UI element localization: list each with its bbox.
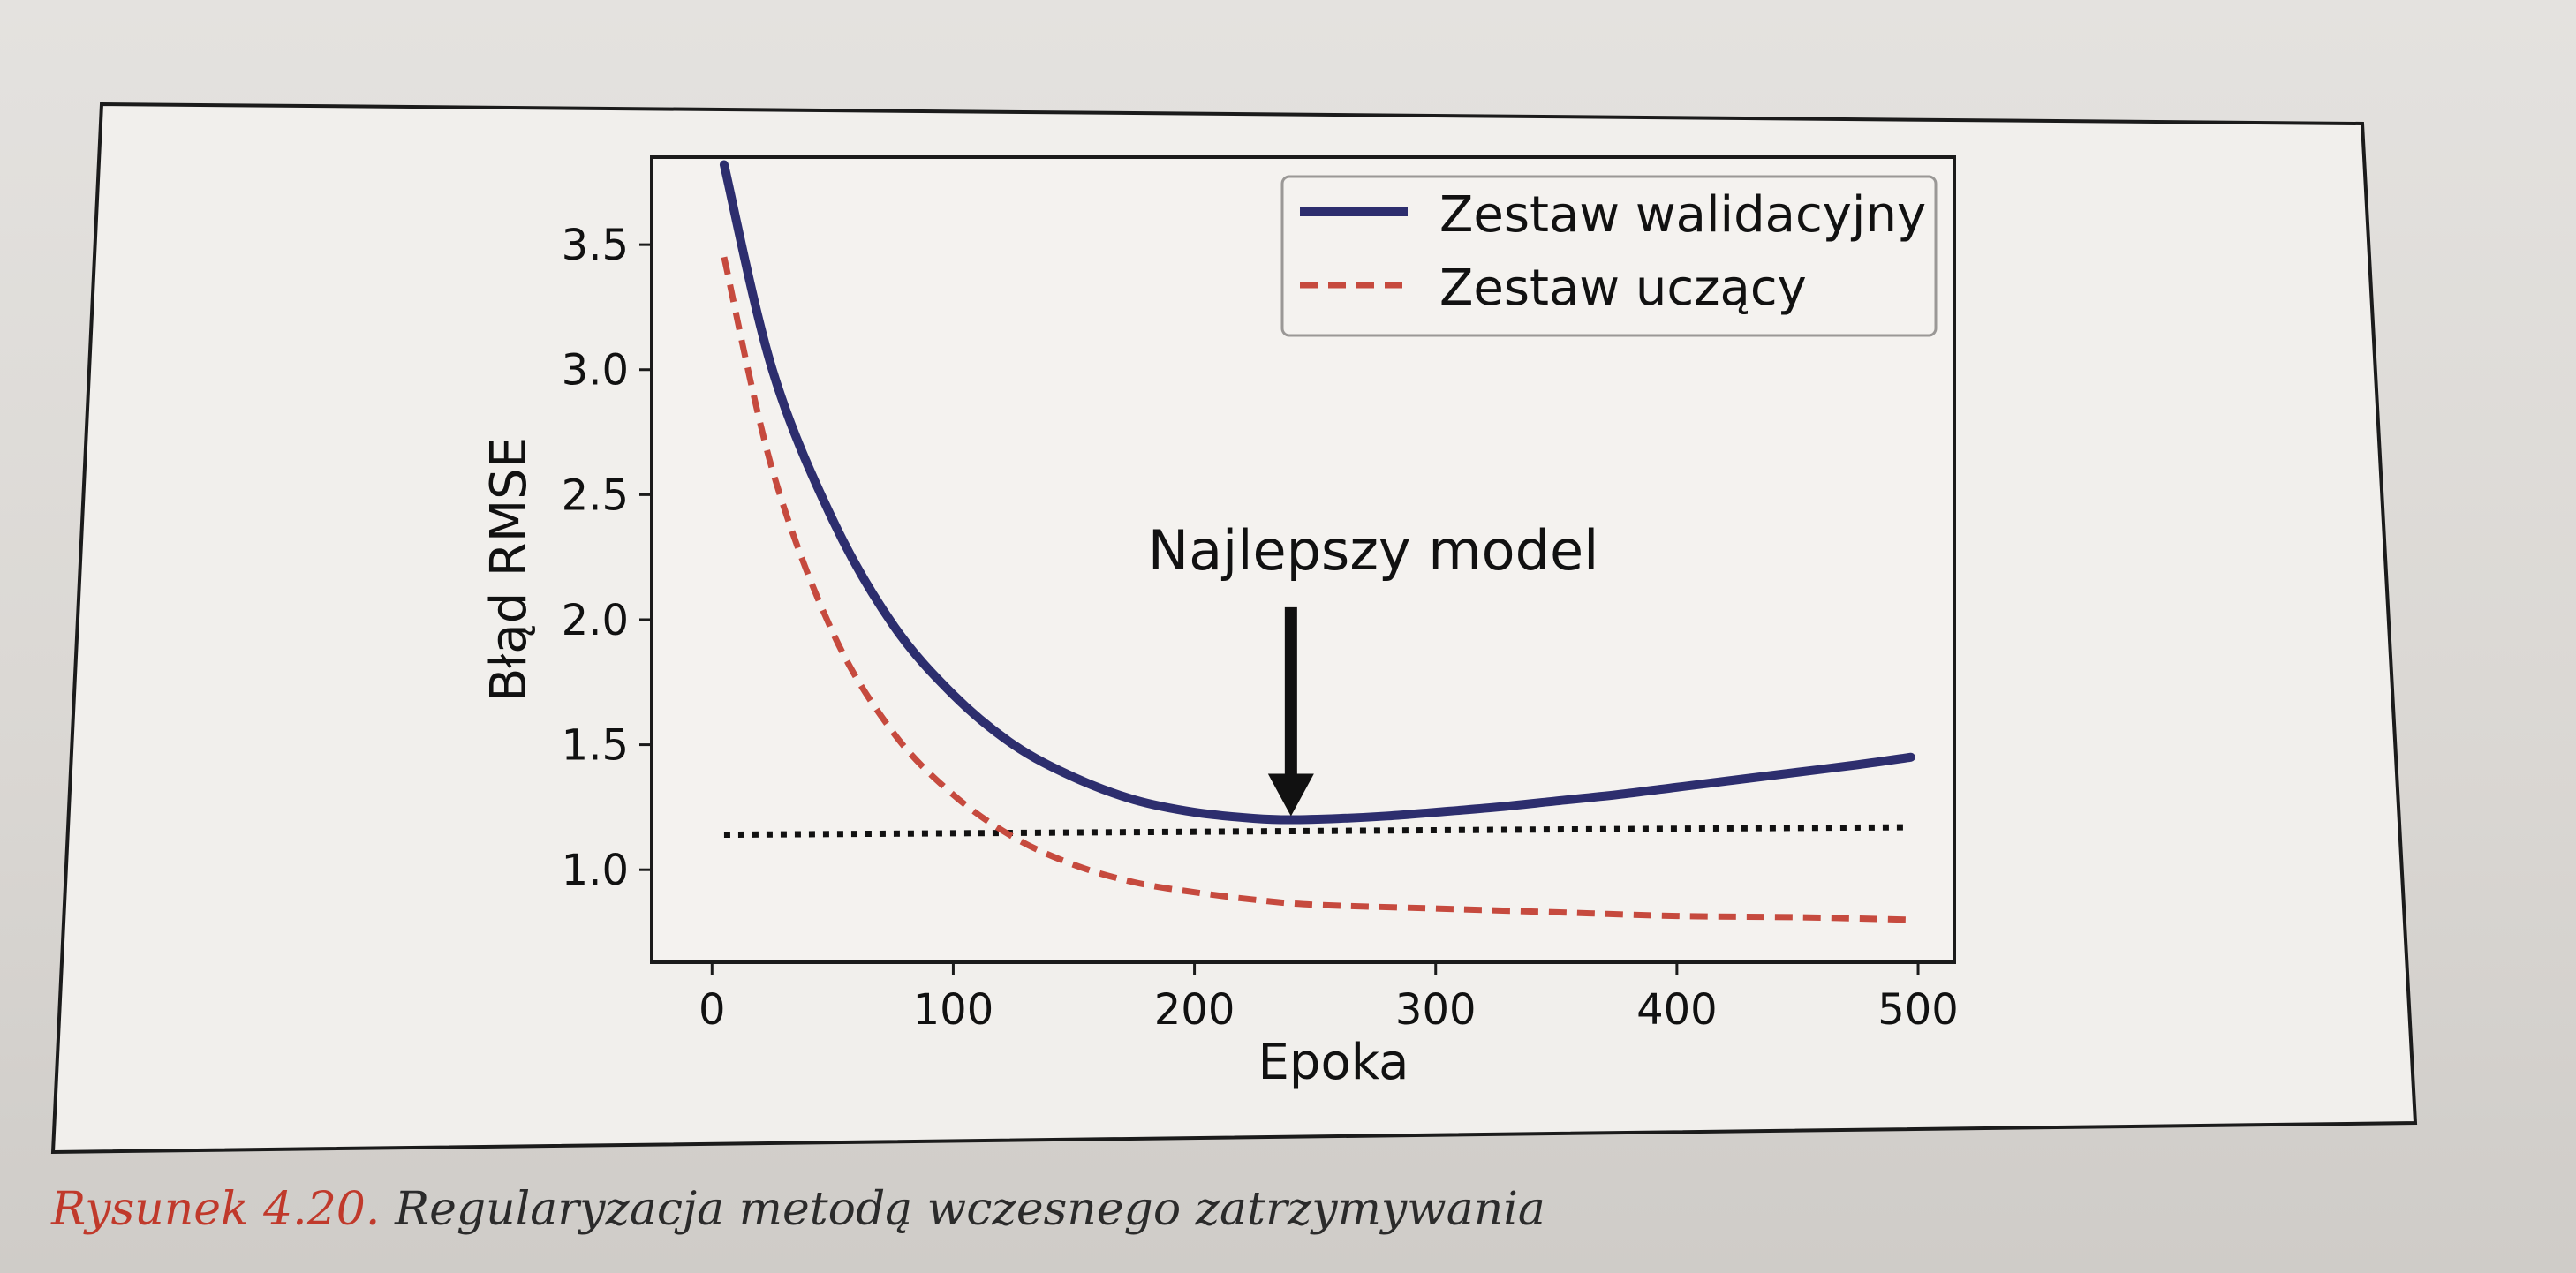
x-axis-label: Epoka [1258,1034,1409,1091]
legend-label-validation: Zestaw walidacyjny [1439,186,1926,244]
y-tick-label: 3.5 [562,221,629,270]
y-tick-label: 1.5 [562,721,629,771]
x-tick-label: 0 [699,985,726,1035]
x-tick-label: 200 [1154,985,1235,1035]
y-tick-label: 1.0 [562,846,629,895]
y-tick-label: 2.0 [562,596,629,645]
x-tick-label: 400 [1636,985,1718,1035]
legend: Zestaw walidacyjny Zestaw uczący [1280,175,1938,337]
series-line-training [721,256,1911,923]
annotation-text: Najlepszy model [1148,518,1599,583]
axis-ticks: 0 100 200 300 400 500 1.0 1.5 2.0 2.5 3.0 3.5 [562,221,1959,1035]
y-axis-label: Błąd RMSE [480,437,538,702]
figure-caption: Rysunek 4.20. Regularyzacja metodą wczes… [51,1183,1545,1236]
y-tick-label: 3.0 [562,346,629,395]
series-line-validation [719,160,1915,825]
x-tick-label: 500 [1877,985,1959,1035]
annotation-arrow [1267,606,1314,817]
x-tick-label: 100 [913,985,994,1035]
annotation-arrow-head [1267,773,1314,817]
series-layer [719,160,1915,923]
caption-figure-label: Rysunek 4.20. [51,1183,381,1236]
legend-box [1280,175,1938,337]
x-tick-label: 300 [1395,985,1477,1035]
y-tick-label: 2.5 [562,471,629,520]
legend-label-training: Zestaw uczący [1439,260,1807,317]
caption-text: Regularyzacja metodą wczesnego zatrzymyw… [394,1183,1545,1236]
